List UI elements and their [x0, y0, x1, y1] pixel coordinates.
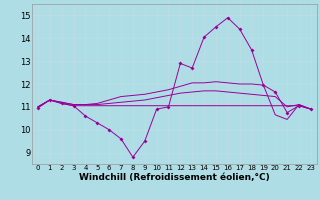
- X-axis label: Windchill (Refroidissement éolien,°C): Windchill (Refroidissement éolien,°C): [79, 173, 270, 182]
